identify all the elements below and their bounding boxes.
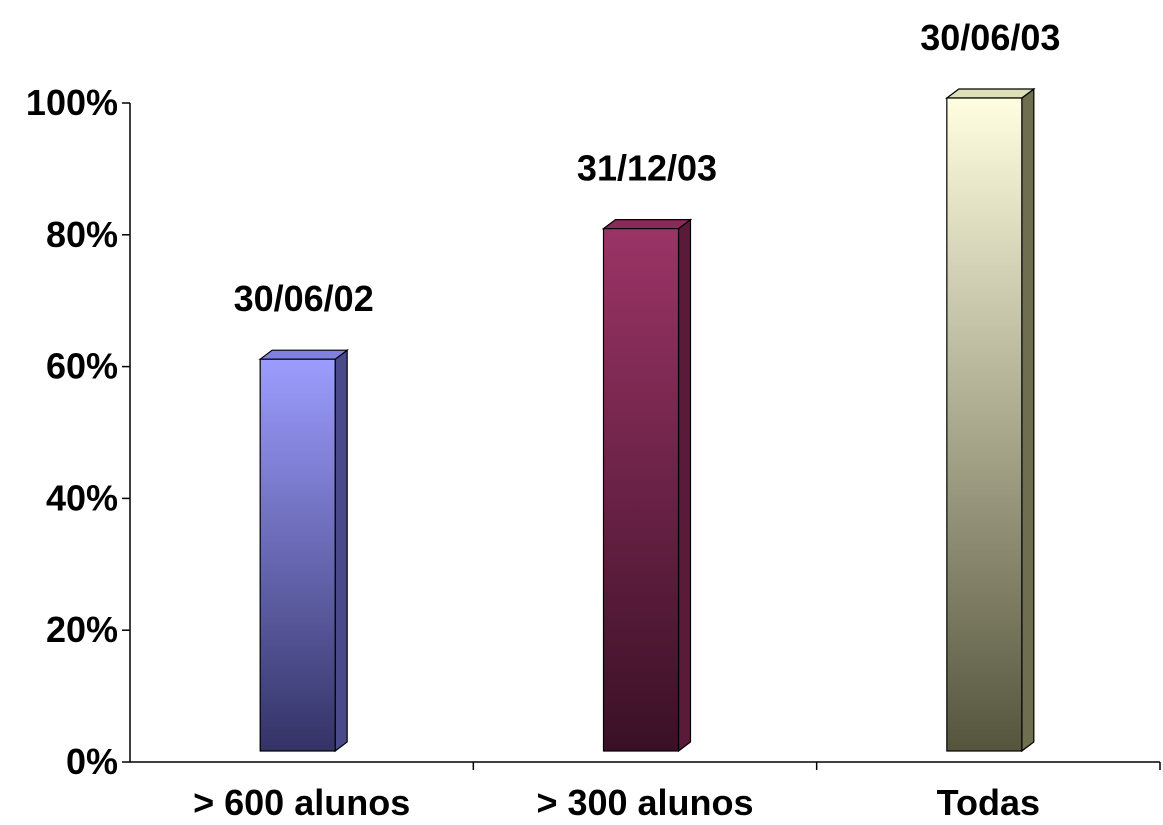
y-tick-label: 100% <box>26 82 118 123</box>
category-label: > 300 alunos <box>536 782 753 823</box>
bar-top <box>601 219 693 230</box>
category-labels: > 600 alunos > 300 alunos Todas <box>193 782 1040 823</box>
y-tick-label: 0% <box>66 741 118 782</box>
bar-front <box>602 228 680 752</box>
x-ticks <box>472 762 1161 770</box>
bar-side <box>677 218 692 753</box>
y-tick-label: 20% <box>46 609 118 650</box>
bar <box>601 218 693 753</box>
data-label: 30/06/03 <box>920 17 1060 58</box>
axes <box>129 103 1160 763</box>
bar-front <box>259 358 336 752</box>
category-label: > 600 alunos <box>193 782 410 823</box>
bar <box>945 87 1036 753</box>
bar-side <box>1021 87 1035 753</box>
bar <box>258 349 349 753</box>
data-label: 31/12/03 <box>577 148 717 189</box>
data-label: 30/06/02 <box>234 278 374 319</box>
bars <box>258 87 1036 753</box>
y-ticks: 0% 20% 40% 60% 80% 100% <box>26 82 130 782</box>
y-tick-label: 60% <box>46 346 118 387</box>
data-labels: 30/06/02 31/12/03 30/06/03 <box>234 17 1061 319</box>
bar-top <box>945 88 1036 99</box>
y-tick-label: 40% <box>46 477 118 518</box>
bar-side <box>334 349 348 753</box>
bar-front <box>946 97 1023 752</box>
bar-top <box>258 349 349 360</box>
y-tick-label: 80% <box>46 214 118 255</box>
category-label: Todas <box>937 782 1040 823</box>
